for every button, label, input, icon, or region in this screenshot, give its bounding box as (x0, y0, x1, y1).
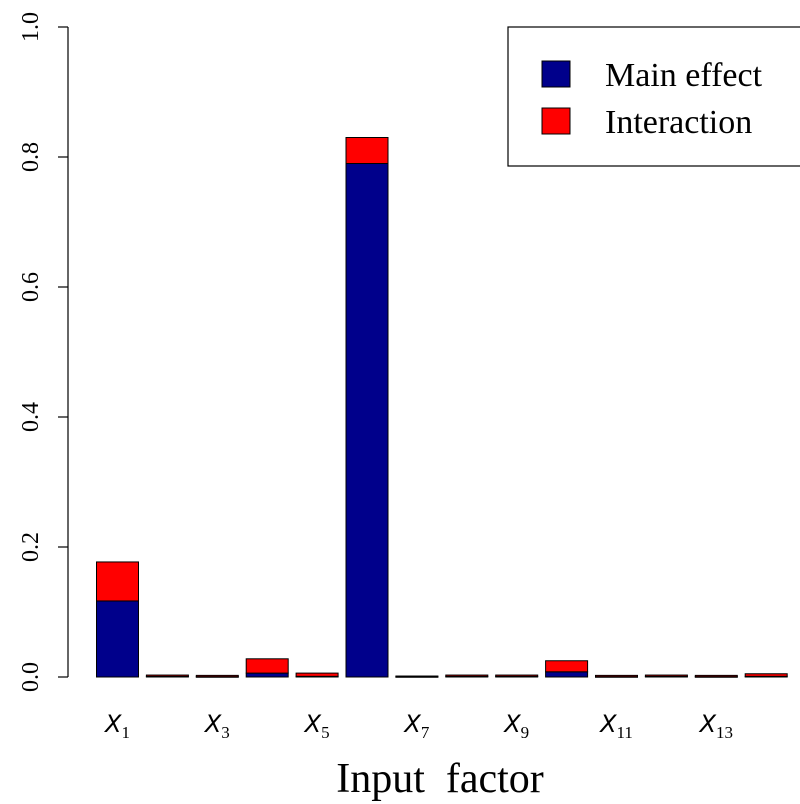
bar-interaction-12 (644, 674, 688, 677)
legend-swatch-main-effect (541, 60, 571, 88)
bar-interaction-7 (395, 675, 439, 678)
bar-main-effect-10 (545, 671, 589, 678)
y-axis: 0.0 0.2 0.4 0.6 0.8 1.0 (18, 12, 69, 692)
x-tick-label: X7 (402, 710, 429, 742)
x-tick-label: X5 (303, 710, 330, 742)
x-tick-labels: X1 X3 X5 X7 X9 X11 X13 (103, 710, 733, 742)
y-tick-label: 0.2 (18, 532, 44, 562)
y-tick-label: 0.0 (18, 662, 44, 692)
bar-interaction-2 (145, 674, 189, 677)
x-tick-label: X9 (502, 710, 529, 742)
bar-main-effect-4 (245, 672, 289, 678)
bar-interaction-1 (96, 561, 139, 602)
bar-interaction-9 (495, 674, 539, 677)
legend-label-interaction: Interaction (605, 104, 752, 141)
bar-interaction-6 (345, 137, 389, 164)
legend-box (507, 26, 800, 167)
bar-interaction-3 (195, 674, 239, 678)
x-tick-label: X3 (203, 710, 230, 742)
legend-label-main-effect: Main effect (605, 57, 763, 94)
bars-group (96, 137, 788, 678)
bar-main-effect-6 (345, 163, 389, 678)
x-tick-label: X1 (103, 710, 130, 742)
bar-interaction-4 (245, 658, 289, 674)
bar-interaction-10 (545, 660, 589, 673)
bar-interaction-13 (694, 674, 738, 678)
bar-interaction-11 (595, 674, 638, 678)
bar-interaction-14 (744, 673, 788, 677)
y-tick-label: 0.8 (18, 142, 44, 172)
y-tick-label: 0.4 (18, 402, 44, 432)
y-tick-label: 1.0 (18, 12, 44, 42)
bar-main-effect-1 (96, 600, 139, 678)
x-tick-label: X13 (698, 710, 733, 742)
legend-swatch-interaction (541, 107, 571, 135)
x-tick-label: X11 (598, 710, 633, 742)
bar-interaction-8 (445, 674, 489, 677)
y-tick-label: 0.6 (18, 272, 44, 302)
legend: Main effect Interaction (507, 26, 800, 167)
bar-interaction-5 (295, 672, 339, 677)
x-axis-label: Input factor (336, 756, 544, 802)
